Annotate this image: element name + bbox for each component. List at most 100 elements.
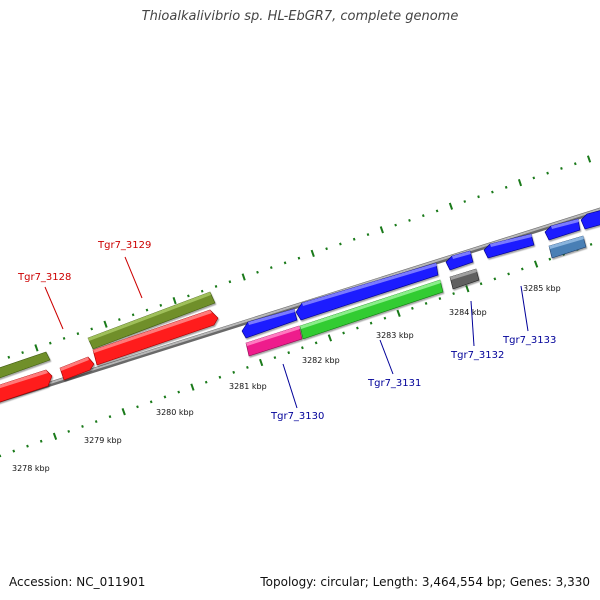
genome-backbone: [0, 207, 600, 403]
minor-tick: [339, 242, 342, 246]
minor-tick: [246, 365, 249, 369]
minor-tick: [48, 341, 52, 345]
minor-tick: [491, 190, 494, 194]
minor-tick: [232, 370, 236, 374]
major-tick: [448, 202, 454, 210]
minor-tick: [424, 301, 428, 305]
scale-labels: 3278 kbp 3279 kbp 3280 kbp 3281 kbp 3282…: [12, 284, 561, 473]
minor-tick: [438, 297, 442, 301]
minor-tick: [256, 270, 259, 274]
minor-tick: [90, 327, 94, 331]
minor-tick: [383, 316, 387, 320]
major-tick: [172, 296, 177, 305]
minor-tick: [76, 332, 80, 336]
minor-tick: [81, 424, 84, 428]
major-tick: [517, 178, 523, 187]
minor-tick: [352, 237, 356, 241]
tick-label-3282: 3282 kbp: [302, 356, 340, 365]
minor-tick: [546, 171, 549, 175]
tick-label-3284: 3284 kbp: [449, 308, 487, 317]
minor-tick: [159, 303, 163, 307]
gene-label-tgr7-3132[interactable]: Tgr7_3132: [450, 350, 504, 361]
minor-tick: [507, 272, 510, 276]
gene-green-3131[interactable]: [299, 279, 444, 340]
minor-tick: [477, 195, 480, 199]
gene-steel-3133[interactable]: [548, 235, 587, 259]
gene-red-3128[interactable]: [59, 356, 95, 381]
minor-tick: [342, 331, 345, 335]
gene-label-tgr7-3130[interactable]: Tgr7_3130: [270, 411, 324, 422]
minor-tick: [149, 400, 153, 404]
minor-tick: [7, 355, 11, 359]
gene-gray-3132[interactable]: [449, 268, 480, 290]
tick-label-3285: 3285 kbp: [523, 284, 561, 293]
gene-magenta-3130[interactable]: [245, 325, 303, 357]
major-tick: [465, 285, 470, 293]
minor-tick: [452, 292, 455, 296]
minor-tick: [145, 308, 149, 312]
tick-label-3280: 3280 kbp: [156, 408, 194, 417]
major-tick: [327, 334, 333, 342]
minor-tick: [283, 261, 287, 265]
minor-tick: [504, 185, 508, 189]
minor-tick: [118, 318, 121, 321]
minor-tick: [200, 289, 204, 293]
gene-label-tgr7-3131[interactable]: Tgr7_3131: [367, 378, 421, 389]
gene-label-tgr7-3129[interactable]: Tgr7_3129: [97, 240, 151, 251]
minor-tick: [479, 282, 483, 286]
minor-tick: [314, 341, 318, 345]
minor-tick: [325, 247, 328, 251]
gene-blue-right-2[interactable]: [580, 208, 600, 230]
gene-blue-3132[interactable]: [445, 250, 474, 271]
map-title: Thioalkalivibrio sp. HL-EbGR7, complete …: [141, 9, 459, 24]
major-tick: [310, 249, 315, 258]
minor-tick: [421, 214, 425, 218]
gene-blue-3131[interactable]: [295, 262, 439, 321]
minor-tick: [297, 256, 301, 260]
gene-blue-right-1[interactable]: [544, 218, 581, 241]
minor-tick: [408, 218, 411, 222]
major-tick: [52, 432, 58, 440]
gene-olive-3129[interactable]: [87, 291, 216, 350]
gene-blue-3133[interactable]: [483, 233, 535, 259]
minor-tick: [94, 420, 98, 424]
outer-scale-dots: [7, 155, 592, 359]
gene-blue-3130[interactable]: [241, 308, 298, 339]
major-tick: [34, 344, 39, 352]
major-tick: [241, 273, 246, 281]
minor-tick: [269, 266, 273, 270]
gene-red-3129[interactable]: [92, 309, 219, 366]
major-tick: [121, 408, 126, 416]
major-tick: [396, 309, 401, 317]
minor-tick: [136, 405, 139, 409]
gene-olive-left[interactable]: [0, 351, 51, 380]
minor-tick: [108, 415, 112, 419]
gene-label-tgr7-3133[interactable]: Tgr7_3133: [502, 335, 556, 346]
minor-tick: [177, 390, 181, 394]
minor-tick: [369, 321, 373, 325]
minor-tick: [356, 326, 359, 330]
tick-label-3281: 3281 kbp: [229, 382, 267, 391]
minor-tick: [187, 294, 190, 298]
tick-label-3278: 3278 kbp: [12, 464, 50, 473]
minor-tick: [548, 257, 552, 261]
minor-tick: [287, 351, 291, 355]
major-tick: [259, 358, 264, 367]
minor-tick: [26, 444, 29, 448]
minor-tick: [560, 167, 563, 170]
minor-tick: [218, 375, 222, 379]
major-tick: [533, 260, 539, 268]
minor-tick: [163, 395, 167, 399]
gene-red-left[interactable]: [0, 369, 53, 404]
minor-tick: [39, 439, 43, 443]
major-tick: [586, 155, 592, 163]
gene-label-lines: [44, 256, 529, 409]
minor-tick: [21, 351, 24, 355]
gene-label-tgr7-3128[interactable]: Tgr7_3128: [17, 272, 71, 283]
minor-tick: [435, 209, 439, 213]
tick-label-3283: 3283 kbp: [376, 331, 414, 340]
major-tick: [379, 226, 384, 234]
minor-tick: [62, 336, 66, 340]
minor-tick: [366, 233, 370, 237]
